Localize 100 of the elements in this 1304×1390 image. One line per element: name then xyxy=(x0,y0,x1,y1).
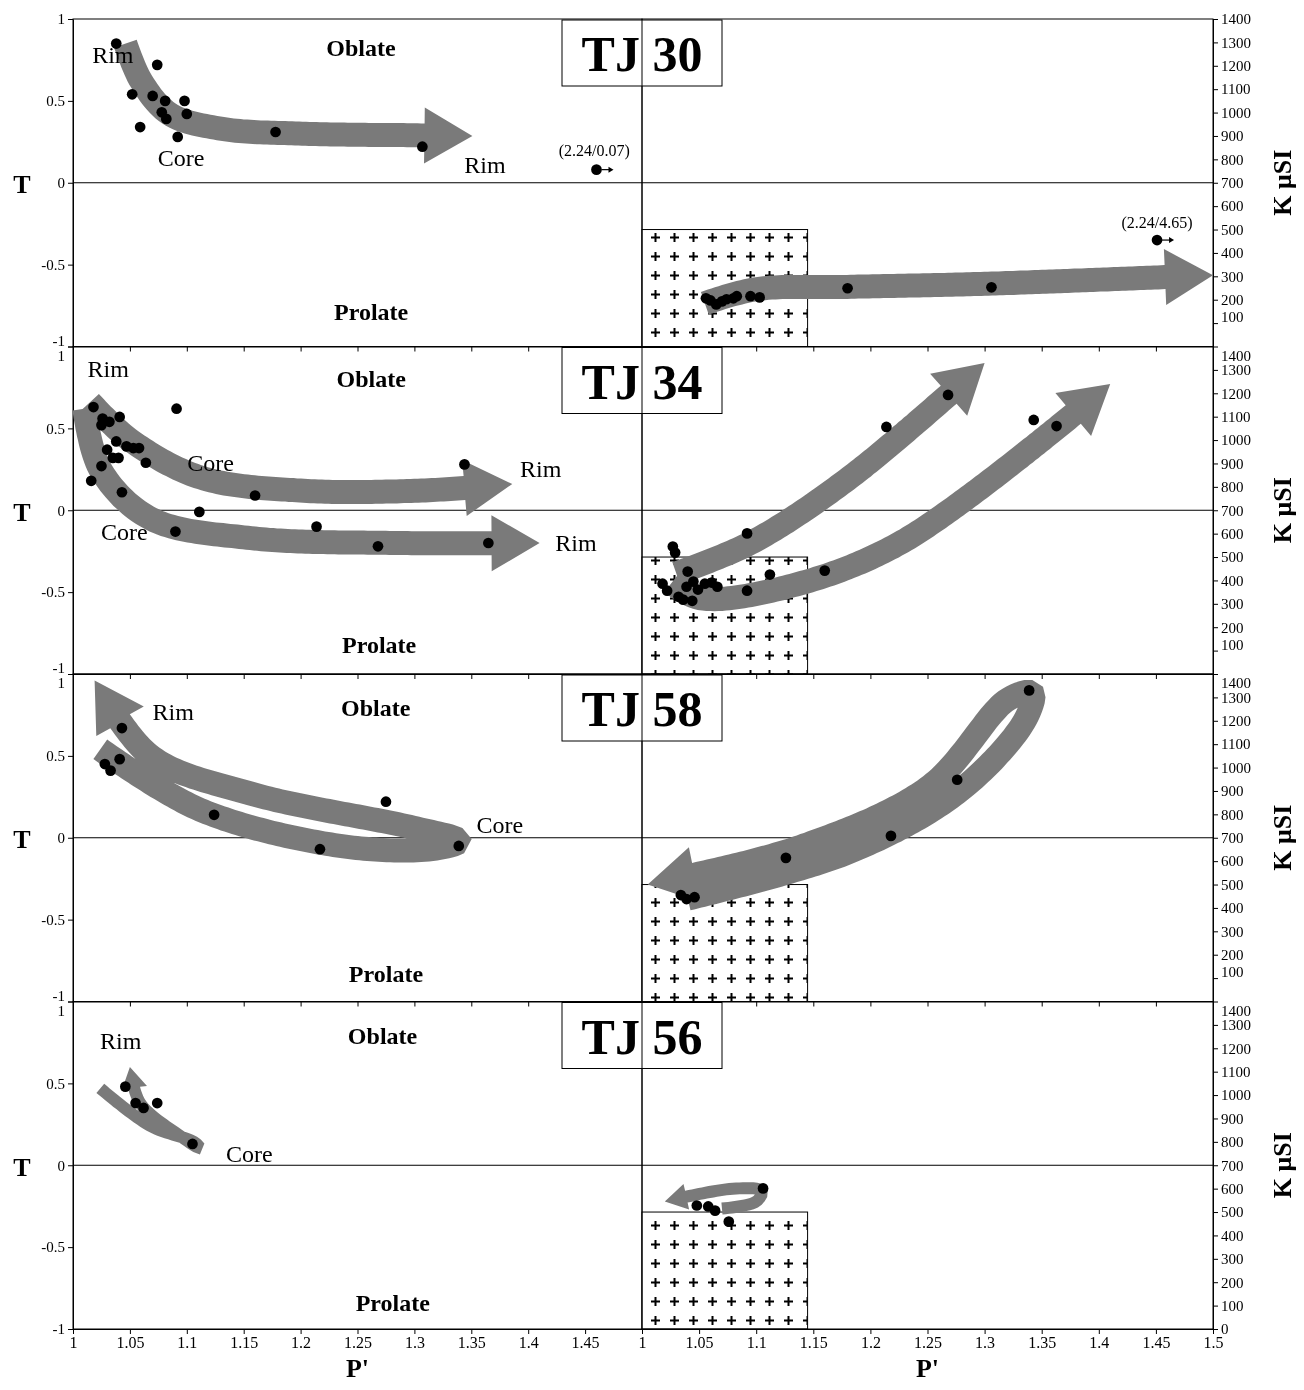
y-tick-label: -1 xyxy=(52,660,65,676)
x-tick-label: 1.4 xyxy=(1089,1334,1110,1352)
y-tick-label: -0.5 xyxy=(41,256,65,273)
y-tick-label: 1100 xyxy=(1221,736,1251,753)
point xyxy=(682,566,694,577)
x-tick-label: 1.2 xyxy=(291,1334,312,1352)
y-tick-label: 400 xyxy=(1221,1227,1244,1244)
y-tick-label: 500 xyxy=(1221,876,1244,893)
y-tick-label: 1100 xyxy=(1221,1063,1251,1080)
y-tick-label: 0.5 xyxy=(46,420,65,437)
point xyxy=(709,1205,721,1216)
y-tick-label: 500 xyxy=(1221,221,1244,238)
x-tick-label: 1.15 xyxy=(230,1334,259,1352)
annotation: Rim xyxy=(100,1027,142,1054)
point xyxy=(130,1097,141,1109)
y-axis-title: K μSI xyxy=(1267,1132,1297,1199)
point xyxy=(110,38,122,49)
point xyxy=(1023,685,1035,696)
x-axis-title: P' xyxy=(915,1354,940,1383)
annotation: Prolate xyxy=(355,1289,431,1316)
annotation: Oblate xyxy=(326,35,396,62)
y-tick-label: 200 xyxy=(1221,1274,1244,1291)
y-tick-label: 1200 xyxy=(1221,58,1251,75)
annotation: Core xyxy=(187,449,235,476)
y-tick-label: 200 xyxy=(1221,619,1244,636)
point xyxy=(757,1183,769,1194)
annotation: Rim xyxy=(555,530,597,556)
point xyxy=(151,59,163,71)
y-axis-title: K μSI xyxy=(1267,804,1297,871)
point xyxy=(686,595,698,607)
point xyxy=(741,528,753,539)
y-tick-label: 700 xyxy=(1221,830,1244,847)
x-tick-label: 1.35 xyxy=(1028,1334,1057,1352)
y-tick-label: -0.5 xyxy=(41,911,65,928)
y-tick-label: 900 xyxy=(1221,128,1244,145)
point xyxy=(942,389,954,401)
y-tick-label: 100 xyxy=(1221,1297,1244,1314)
annotation: Core xyxy=(476,811,524,838)
point xyxy=(1051,420,1062,432)
point xyxy=(677,594,689,605)
x-tick-label: 1.1 xyxy=(746,1334,767,1352)
y-tick-label: -1 xyxy=(52,987,65,1004)
annotation: Rim xyxy=(152,698,195,725)
point xyxy=(842,282,853,294)
point xyxy=(780,852,792,864)
chart-title: TJ 30 xyxy=(581,26,703,82)
point xyxy=(1028,414,1040,426)
point xyxy=(712,581,723,593)
y-tick-label: 1 xyxy=(57,1002,65,1019)
y-tick-label: 300 xyxy=(1221,268,1244,285)
point xyxy=(591,164,602,175)
y-tick-label: 1000 xyxy=(1221,104,1251,121)
x-tick-label: 1.35 xyxy=(457,1334,486,1352)
annotation: Rim xyxy=(87,356,130,383)
y-tick-label: 0.5 xyxy=(46,748,65,765)
y-tick-label: 400 xyxy=(1221,572,1244,589)
y-tick-label: 0 xyxy=(1221,1321,1229,1338)
chart-title: TJ 56 xyxy=(581,1008,703,1065)
y-tick-label: 1300 xyxy=(1221,1017,1251,1034)
y-tick-label: 1400 xyxy=(1221,1002,1251,1019)
y-tick-label: 0 xyxy=(57,830,65,847)
y-axis-title: T xyxy=(13,497,31,527)
point xyxy=(181,108,193,120)
y-tick-label: 300 xyxy=(1221,596,1244,613)
annotation: Oblate xyxy=(341,695,411,722)
x-tick-label: 1.5 xyxy=(1203,1334,1224,1352)
point xyxy=(172,131,184,143)
point xyxy=(691,1200,703,1211)
annotation: Oblate xyxy=(347,1022,418,1049)
y-tick-label: 600 xyxy=(1221,198,1244,215)
point xyxy=(1151,234,1163,246)
x-tick-label: 1.3 xyxy=(975,1334,996,1352)
annotation: Rim xyxy=(464,151,506,178)
y-tick-label: 1200 xyxy=(1221,713,1251,730)
point xyxy=(661,585,673,597)
point xyxy=(134,121,146,133)
point xyxy=(138,1102,149,1114)
y-tick-label: 1400 xyxy=(1221,11,1251,28)
y-tick-label: 200 xyxy=(1221,947,1244,964)
x-tick-label: 1 xyxy=(69,1334,78,1352)
point xyxy=(692,584,704,595)
point xyxy=(745,290,756,302)
point xyxy=(126,88,138,100)
point xyxy=(881,421,892,433)
annotation: Oblate xyxy=(336,366,407,393)
y-tick-label: 500 xyxy=(1221,1204,1244,1221)
x-tick-label: 1.25 xyxy=(344,1334,372,1352)
y-tick-label: 1 xyxy=(57,11,65,28)
annotation: Core xyxy=(226,1140,273,1167)
y-tick-label: 1300 xyxy=(1221,689,1251,706)
point xyxy=(159,95,171,107)
y-tick-label: 700 xyxy=(1221,502,1244,519)
y-tick-label: 0 xyxy=(57,175,65,192)
x-tick-label: 1.2 xyxy=(860,1334,881,1352)
y-tick-label: 700 xyxy=(1221,175,1244,192)
point xyxy=(885,830,897,842)
point xyxy=(688,576,699,587)
y-tick-label: 1000 xyxy=(1221,759,1251,776)
chart-title: TJ 58 xyxy=(581,681,703,737)
y-tick-label: 400 xyxy=(1221,245,1244,262)
